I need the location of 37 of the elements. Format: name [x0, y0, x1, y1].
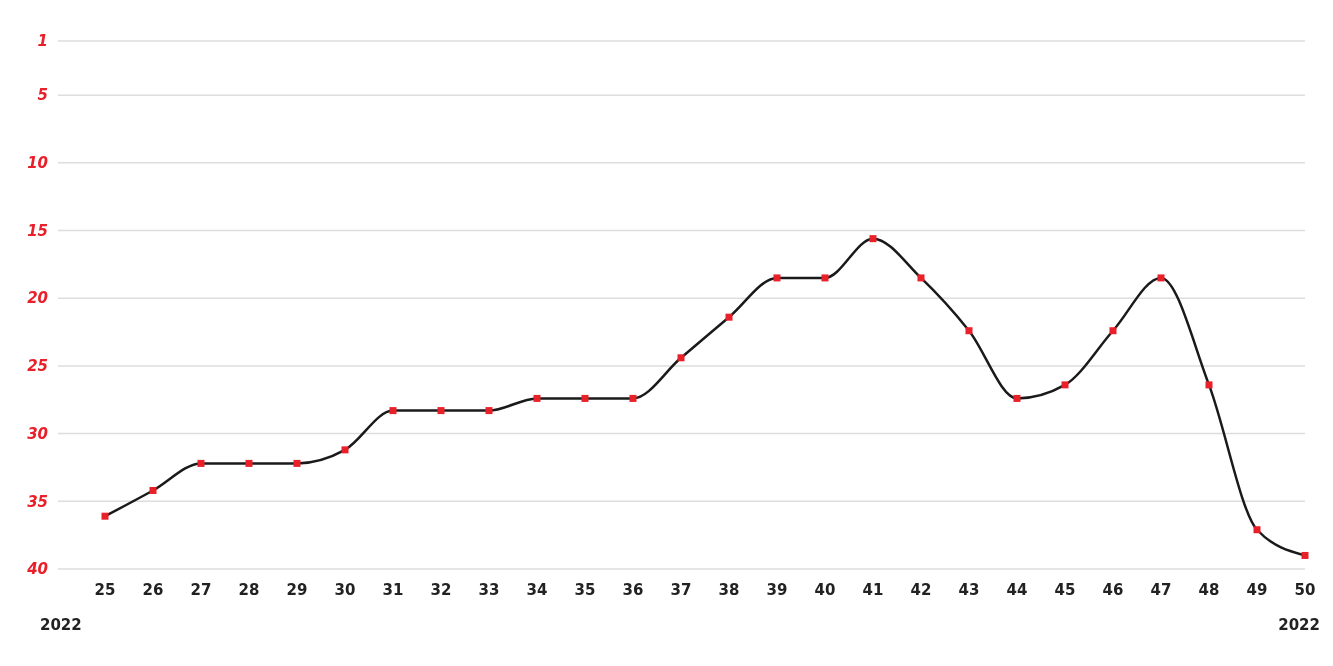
- x-tick-label: 36: [622, 581, 644, 599]
- y-tick-label: 15: [27, 221, 48, 240]
- text: 2022: [40, 616, 82, 634]
- x-tick-label: 33: [478, 581, 500, 599]
- x-tick-label: 26: [142, 581, 164, 599]
- x-tick-label: 31: [382, 581, 404, 599]
- x-tick-label: 29: [286, 581, 308, 599]
- y-tick-label: 1: [37, 32, 48, 51]
- x-tick-label: 44: [1006, 581, 1028, 599]
- x-tick-label: 42: [910, 581, 932, 599]
- text: 2022: [1278, 616, 1320, 634]
- x-tick-label: 34: [526, 581, 548, 599]
- y-tick-label: 40: [26, 560, 48, 579]
- x-tick-label: 32: [430, 581, 452, 599]
- x-tick-label: 45: [1054, 581, 1076, 599]
- y-tick-label: 25: [27, 357, 48, 376]
- x-tick-label: 49: [1246, 581, 1268, 599]
- y-tick-label: 20: [27, 289, 48, 308]
- x-tick-label: 38: [718, 581, 740, 599]
- x-tick-label: 25: [94, 581, 116, 599]
- y-tick-label: 35: [27, 492, 48, 511]
- x-tick-label: 50: [1294, 581, 1316, 599]
- x-tick-label: 39: [766, 581, 788, 599]
- x-tick-label: 27: [190, 581, 212, 599]
- x-tick-label: 41: [862, 581, 884, 599]
- x-tick-label: 35: [574, 581, 596, 599]
- x-tick-label: 46: [1102, 581, 1124, 599]
- y-tick-label: 5: [37, 86, 48, 105]
- x-tick-label: 40: [814, 581, 836, 599]
- x-tick-label: 48: [1198, 581, 1220, 599]
- y-tick-label: 30: [27, 424, 48, 443]
- x-tick-label: 43: [958, 581, 980, 599]
- y-tick-label: 10: [27, 154, 48, 173]
- x-tick-label: 30: [334, 581, 356, 599]
- x-tick-label: 28: [238, 581, 260, 599]
- x-tick-label: 47: [1150, 581, 1172, 599]
- x-tick-label: 37: [670, 581, 692, 599]
